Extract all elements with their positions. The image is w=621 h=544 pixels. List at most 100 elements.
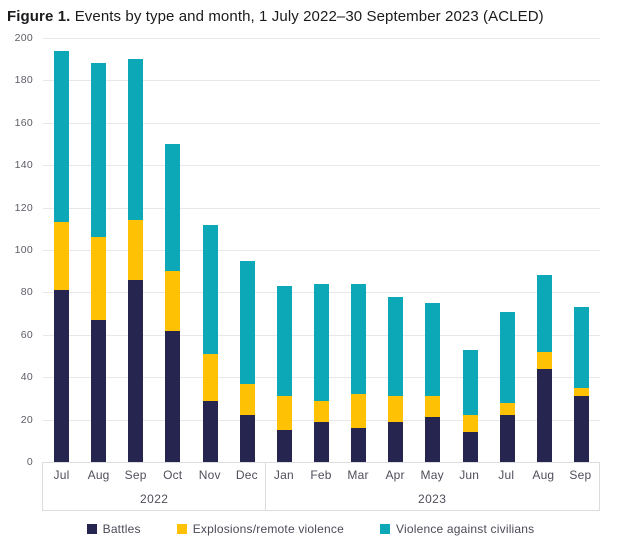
month-label: Sep	[569, 468, 592, 482]
bar-segment	[499, 415, 515, 462]
legend: Battles Explosions/remote violence Violenc…	[0, 520, 621, 538]
legend-item: Explosions/remote violence	[176, 522, 344, 536]
bar-segment	[351, 283, 367, 395]
stacked-bar	[202, 224, 218, 462]
bar-segment	[314, 283, 330, 401]
plot-area	[43, 38, 600, 462]
year-divider	[265, 463, 267, 510]
month-label: Jan	[273, 468, 294, 482]
y-tick-label: 60	[20, 328, 33, 341]
bars-container	[43, 38, 600, 462]
month-label: May	[420, 468, 444, 482]
gridline	[43, 122, 600, 124]
bar-segment	[462, 432, 478, 462]
bar-segment	[202, 400, 218, 462]
bar-segment	[425, 396, 441, 418]
bar-segment	[202, 224, 218, 354]
stacked-bar	[91, 63, 107, 462]
bar-segment	[314, 421, 330, 462]
gridline	[43, 38, 600, 39]
bar-segment	[388, 296, 404, 397]
y-tick-label: 200	[14, 32, 33, 44]
stacked-bar	[128, 59, 144, 462]
bar-column-jul-12	[489, 38, 526, 462]
bar-column-may-10	[414, 38, 451, 462]
month-label: Jun	[459, 468, 480, 482]
bar-segment	[91, 237, 107, 320]
bar-segment	[462, 349, 478, 416]
bar-column-sep-2	[117, 38, 154, 462]
y-tick-label: 80	[20, 286, 33, 299]
legend-swatch-icon	[176, 524, 187, 534]
stacked-bar	[314, 283, 330, 462]
year-label: 2022	[140, 492, 169, 506]
bar-segment	[425, 303, 441, 397]
bar-segment	[128, 220, 144, 280]
stacked-bar	[239, 260, 255, 462]
month-label: Jul	[53, 468, 70, 482]
x-axis-box: Jul Aug Sep Oct Nov Dec Jan Feb Mar Apr May Jun Jul A…	[42, 462, 600, 511]
stacked-bar	[536, 275, 552, 462]
legend-item: Battles	[86, 522, 141, 536]
legend-swatch-icon	[379, 524, 390, 534]
stacked-bar	[499, 311, 515, 462]
bar-segment	[536, 275, 552, 352]
bar-column-mar-8	[340, 38, 377, 462]
bar-column-sep-14	[563, 38, 600, 462]
stacked-bar	[54, 50, 70, 462]
y-axis: 200 180 160 140 120 100 80 60 40 20 0	[0, 32, 38, 468]
stacked-bar	[574, 307, 590, 462]
year-labels: 2022 2023	[43, 492, 599, 506]
gridline	[43, 165, 600, 167]
bar-column-jan-6	[266, 38, 303, 462]
bar-segment	[54, 50, 70, 223]
month-label: Mar	[347, 468, 369, 482]
bar-segment	[165, 144, 181, 272]
bar-column-apr-9	[377, 38, 414, 462]
stacked-bar	[351, 283, 367, 462]
bar-segment	[574, 396, 590, 462]
stacked-bar	[388, 296, 404, 462]
gridline	[43, 80, 600, 82]
bar-segment	[574, 307, 590, 388]
bar-segment	[165, 271, 181, 331]
figure-number: Figure 1.	[7, 8, 71, 25]
bar-segment	[276, 430, 292, 462]
bar-segment	[165, 330, 181, 462]
bar-column-aug-13	[526, 38, 563, 462]
bar-segment	[239, 260, 255, 384]
month-label: Apr	[385, 468, 405, 482]
stacked-bar	[462, 349, 478, 462]
bar-segment	[388, 421, 404, 462]
y-tick-label: 180	[14, 74, 33, 87]
bar-column-aug-1	[80, 38, 117, 462]
bar-segment	[91, 319, 107, 462]
legend-label: Battles	[102, 522, 141, 536]
bar-segment	[91, 63, 107, 238]
figure-title: Figure 1. Events by type and month, 1 Ju…	[7, 7, 617, 26]
month-label: Nov	[198, 468, 221, 482]
bar-segment	[239, 383, 255, 416]
bar-segment	[536, 368, 552, 462]
bar-column-feb-7	[303, 38, 340, 462]
bar-segment	[54, 222, 70, 291]
legend-item: Violence against civilians	[379, 522, 535, 536]
bar-segment	[54, 290, 70, 462]
gridline	[43, 250, 600, 251]
legend-swatch-icon	[86, 524, 97, 534]
figure-caption: Events by type and month, 1 July 2022–30…	[70, 8, 544, 25]
bar-column-jun-11	[452, 38, 489, 462]
bar-column-dec-5	[229, 38, 266, 462]
bar-segment	[276, 286, 292, 397]
month-label: Sep	[124, 468, 147, 482]
y-tick-label: 140	[14, 159, 33, 172]
bar-segment	[128, 279, 144, 462]
y-tick-label: 40	[20, 371, 33, 384]
y-tick-label: 120	[14, 201, 33, 214]
bar-segment	[499, 402, 515, 416]
bar-segment	[462, 415, 478, 433]
month-label: Aug	[87, 468, 110, 482]
legend-label: Violence against civilians	[395, 522, 535, 536]
bar-segment	[574, 387, 590, 397]
